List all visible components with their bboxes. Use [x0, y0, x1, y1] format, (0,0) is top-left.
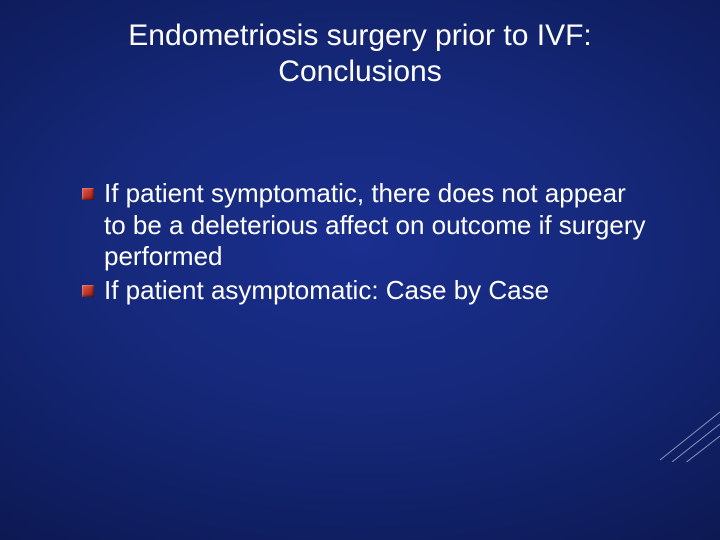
bullet-item: If patient asymptomatic: Case by Case — [82, 275, 650, 307]
bullet-marker-icon — [82, 285, 94, 297]
slide-body: If patient symptomatic, there does not a… — [0, 178, 720, 307]
slide-title: Endometriosis surgery prior to IVF: Conc… — [0, 0, 720, 90]
corner-decoration-icon — [650, 402, 720, 462]
bullet-text: If patient symptomatic, there does not a… — [104, 178, 650, 273]
bullet-text: If patient asymptomatic: Case by Case — [104, 275, 549, 307]
slide: Endometriosis surgery prior to IVF: Conc… — [0, 0, 720, 540]
bullet-marker-icon — [82, 188, 94, 200]
bullet-item: If patient symptomatic, there does not a… — [82, 178, 650, 273]
